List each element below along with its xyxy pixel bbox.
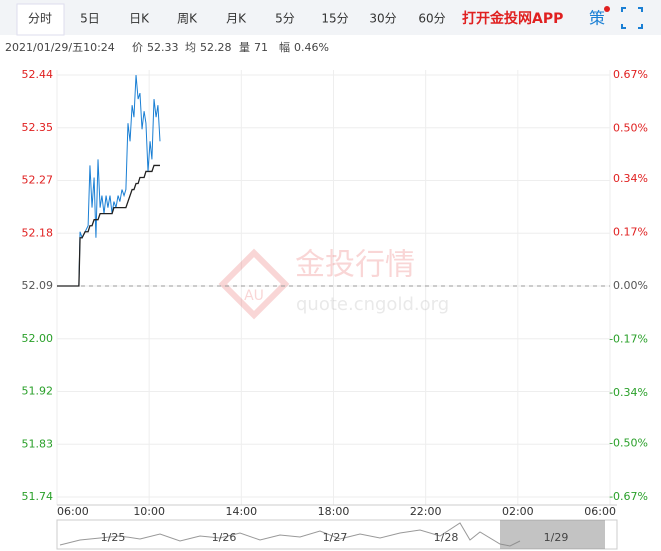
navigator-date: 1/27 bbox=[323, 531, 348, 544]
y-tick-label: 52.44 bbox=[22, 68, 54, 81]
x-tick-label: 02:00 bbox=[502, 505, 534, 518]
y-tick-label: 52.27 bbox=[22, 174, 54, 187]
toolbar-bg bbox=[0, 0, 661, 35]
tab[interactable]: 5日 bbox=[80, 12, 100, 26]
y-tick-label: 51.92 bbox=[22, 385, 54, 398]
quote-label: 量 bbox=[239, 41, 250, 54]
x-tick-label: 18:00 bbox=[318, 505, 350, 518]
y-tick-label: 52.09 bbox=[22, 279, 54, 292]
y2-tick-label: 0.50% bbox=[613, 122, 648, 135]
strategy-button[interactable]: 策 bbox=[589, 9, 605, 28]
quote-label: 价 bbox=[132, 41, 143, 54]
quote-label: 幅 bbox=[279, 41, 290, 54]
y2-tick-label: 0.34% bbox=[613, 172, 648, 185]
quote-label: 均 bbox=[185, 41, 196, 54]
tab[interactable]: 日K bbox=[129, 12, 150, 26]
watermark-logo bbox=[218, 248, 290, 320]
tab[interactable]: 月K bbox=[226, 12, 247, 26]
app-link[interactable]: 打开金投网APP bbox=[462, 10, 563, 27]
quote-value: 52.33 bbox=[147, 41, 179, 54]
fullscreen-icon[interactable] bbox=[621, 7, 643, 29]
watermark-brand: 金投行情 bbox=[295, 248, 415, 283]
watermark-site: quote.cngold.org bbox=[296, 294, 449, 315]
navigator-date: 1/25 bbox=[101, 531, 126, 544]
tab[interactable]: 15分 bbox=[321, 12, 348, 26]
quote-value: 52.28 bbox=[200, 41, 232, 54]
price-line bbox=[57, 164, 160, 287]
x-tick-label: 22:00 bbox=[410, 505, 442, 518]
y-tick-label: 51.83 bbox=[22, 437, 54, 450]
y-tick-label: 51.74 bbox=[22, 490, 54, 503]
y2-tick-label: 0.00% bbox=[613, 279, 648, 292]
y2-tick-label: 0.67% bbox=[613, 68, 648, 81]
watermark: AU 金投行情 quote.cngold.org bbox=[218, 248, 449, 320]
tab[interactable]: 5分 bbox=[275, 12, 295, 26]
y-tick-label: 52.35 bbox=[22, 121, 54, 134]
x-tick-label: 10:00 bbox=[133, 505, 165, 518]
navigator-selection[interactable] bbox=[500, 520, 605, 549]
navigator-sparkline bbox=[59, 522, 521, 547]
navigator-date: 1/28 bbox=[434, 531, 459, 544]
quote-value: 71 bbox=[254, 41, 268, 54]
y-tick-label: 52.00 bbox=[22, 332, 54, 345]
x-tick-label: 06:00 bbox=[584, 505, 616, 518]
y-tick-label: 52.18 bbox=[22, 226, 54, 239]
quote-time: 2021/01/29/五10:24 bbox=[5, 41, 115, 54]
navigator-date: 1/29 bbox=[544, 531, 569, 544]
tab[interactable]: 30分 bbox=[369, 12, 396, 26]
active-tab-bg bbox=[16, 3, 65, 36]
y2-tick-label: 0.17% bbox=[613, 225, 648, 238]
y2-tick-label: -0.17% bbox=[609, 333, 648, 346]
navigator-date: 1/26 bbox=[212, 531, 237, 544]
quote-value: 0.46% bbox=[294, 41, 329, 54]
tab[interactable]: 60分 bbox=[418, 12, 445, 26]
tab[interactable]: 分时 bbox=[28, 12, 52, 26]
x-tick-label: 14:00 bbox=[225, 505, 257, 518]
y2-tick-label: -0.67% bbox=[609, 490, 648, 503]
price-line bbox=[57, 74, 161, 287]
x-tick-label: 06:00 bbox=[57, 505, 89, 518]
tab[interactable]: 周K bbox=[177, 12, 198, 26]
y2-tick-label: -0.50% bbox=[609, 436, 648, 449]
watermark-logo-text: AU bbox=[244, 288, 264, 304]
badge bbox=[604, 6, 610, 12]
y2-tick-label: -0.34% bbox=[609, 386, 648, 399]
